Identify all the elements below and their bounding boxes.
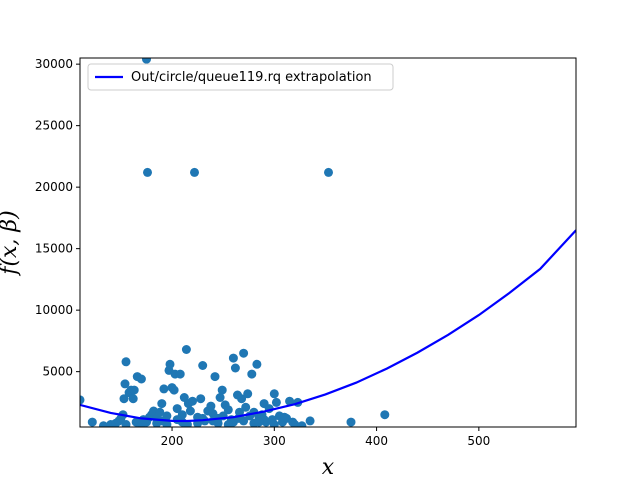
scatter-point (155, 407, 165, 417)
scatter-point (241, 402, 251, 412)
x-axis-ticks: 200 300 400 500 (161, 427, 490, 448)
y-tick-label: 10000 (35, 303, 73, 317)
legend: Out/circle/queue119.rq extrapolation (87, 63, 394, 91)
plot-frame (79, 57, 577, 428)
scatter-point (239, 348, 249, 358)
scatter-point (196, 394, 206, 404)
scatter-point (243, 389, 253, 399)
scatter-point (247, 369, 257, 379)
scatter-point (143, 167, 152, 177)
scatter-point (208, 416, 218, 426)
y-axis-label: f(x, β) (0, 210, 22, 276)
scatter-point (190, 167, 199, 177)
scatter-point (206, 401, 216, 411)
scatter-point (217, 385, 227, 395)
scatter-point (172, 404, 182, 414)
scatter-point (297, 421, 307, 427)
scatter-point (120, 379, 130, 389)
x-tick-label: 200 (161, 434, 184, 448)
scatter-point (223, 405, 233, 415)
scatter-point (172, 415, 182, 425)
y-tick-label: 20000 (35, 180, 73, 194)
scatter-point (99, 421, 108, 427)
scatter-point (169, 385, 179, 395)
scatter-point (305, 416, 315, 426)
scatter-point (269, 389, 279, 399)
scatter-point (230, 363, 240, 373)
y-tick-label: 25000 (35, 119, 73, 133)
scatter-point (215, 393, 225, 402)
scatter-point (290, 420, 300, 427)
scatter-point (80, 395, 85, 405)
scatter-point (285, 396, 295, 406)
scatter-point (87, 417, 97, 427)
scatter-point (223, 420, 233, 427)
scatter-point (252, 359, 262, 369)
scatter-point (119, 394, 129, 404)
scatter-point (380, 410, 390, 420)
scatter-point (128, 394, 138, 404)
scatter-point (188, 396, 197, 406)
scatter-point (346, 417, 356, 427)
scatter-point (165, 359, 175, 369)
legend-box (87, 63, 394, 91)
scatter-point (129, 385, 139, 395)
scatter-point (181, 345, 191, 354)
scatter-point (210, 372, 220, 382)
scatter-point (237, 394, 247, 404)
scatter-point (254, 417, 264, 427)
y-tick-label: 15000 (35, 242, 73, 256)
legend-label: Out/circle/queue119.rq extrapolation (131, 70, 372, 85)
plot-area (80, 58, 576, 427)
x-tick-label: 400 (365, 434, 388, 448)
scatter-point (121, 420, 131, 427)
x-axis-label: x (322, 455, 335, 480)
scatter-point (185, 406, 195, 416)
scatter-point (269, 420, 279, 427)
scatter-point (142, 58, 151, 64)
x-tick-label: 500 (467, 434, 490, 448)
y-tick-label: 5000 (42, 365, 73, 379)
scatter-point (157, 399, 167, 409)
scatter-point (271, 397, 281, 407)
scatter-point (175, 369, 185, 379)
scatter-point (198, 413, 208, 423)
scatter-point (324, 167, 333, 177)
scatter-point (121, 357, 131, 367)
x-tick-label: 300 (263, 434, 286, 448)
scatter-points (80, 58, 390, 427)
scatter-point (159, 384, 169, 394)
scatter-point (198, 361, 208, 370)
y-tick-label: 30000 (35, 57, 73, 71)
scatter-point (280, 412, 289, 422)
scatter-point (228, 353, 238, 363)
scatter-point (136, 374, 146, 384)
extrapolation-line (80, 229, 576, 423)
y-axis-ticks: 5000 10000 15000 20000 25000 30000 (35, 57, 80, 379)
